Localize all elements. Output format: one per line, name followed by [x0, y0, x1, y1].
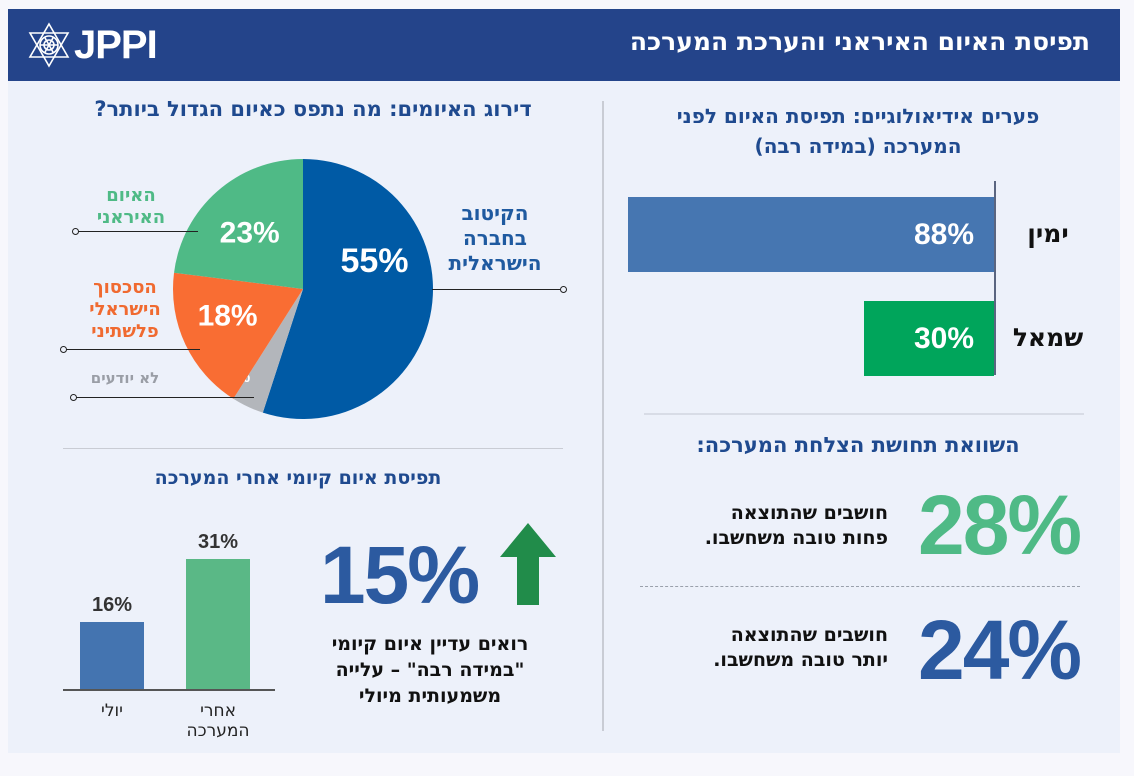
header-bar: JPPI תפיסת האיום האיראני והערכת המערכה	[8, 9, 1120, 81]
existential-bar-value: 31%	[197, 531, 239, 553]
threat-ranking-pie-chart: 55%4%18%23%	[172, 159, 433, 420]
pie-category-label-line: הסכסוך	[93, 277, 157, 298]
comparison-text-worse-line1: חושבים שהתוצאה	[730, 502, 888, 524]
comparison-text-worse: חושבים שהתוצאה פחות טובה משחשבו.	[648, 501, 888, 551]
pie-category-label-line: הקיטוב	[461, 201, 529, 225]
pie-slice	[233, 289, 303, 413]
pie-slice	[174, 159, 303, 289]
ideology-bar-category: שמאל	[1012, 323, 1084, 352]
jppi-logo: JPPI	[26, 17, 158, 73]
pie-category-label-line: בחברה	[463, 226, 527, 250]
ideology-title: פערים אידיאולוגיים: תפיסת האיום לפני המע…	[676, 104, 1040, 158]
existential-description-line1: רואים עדיין איום קיומי	[331, 633, 529, 655]
left-horizontal-divider	[63, 448, 563, 449]
ranking-title: דירוג האיומים: מה נתפס כאיום הגדול ביותר…	[94, 97, 532, 121]
vbar-baseline	[63, 689, 275, 691]
pie-slice-value: 55%	[340, 242, 408, 280]
pie-category-label-line: האיום	[106, 185, 156, 206]
dashed-divider	[640, 586, 1080, 587]
pie-slice-value: 23%	[220, 216, 280, 249]
pie-leader-dot	[72, 228, 79, 235]
existential-bar	[80, 622, 144, 689]
pie-leader-line	[432, 289, 560, 290]
ideology-bar-1: 30%	[864, 301, 994, 376]
pie-category-label-line: לא יודעים	[90, 369, 160, 387]
existential-title: תפיסת איום קיומי אחרי המערכה	[154, 467, 442, 489]
vertical-divider	[602, 101, 604, 731]
pie-category-label-line: פלשתיני	[91, 321, 159, 342]
comparison-text-better-line1: חושבים שהתוצאה	[730, 624, 888, 646]
bar-axis	[994, 181, 996, 375]
existential-bar-category: אחרי המערכה	[168, 701, 268, 741]
existential-description-line2: "במידה רבה" – עלייה	[335, 659, 525, 681]
infographic-frame: JPPI תפיסת האיום האיראני והערכת המערכה פ…	[8, 9, 1120, 753]
existential-bar-category-line: המערכה	[186, 721, 250, 741]
pie-category-label-line: האיראני	[96, 207, 166, 228]
right-horizontal-divider	[644, 413, 1084, 415]
existential-bar	[186, 559, 250, 689]
pie-leader-line	[78, 231, 198, 232]
comparison-value-worse: 28%	[918, 478, 1082, 572]
ideology-bar-0: 88%	[628, 197, 994, 272]
comparison-value-better: 24%	[918, 603, 1082, 697]
pie-leader-line	[66, 349, 200, 350]
pie-category-label: לא יודעים	[60, 367, 190, 389]
ideology-bar-category: ימין	[1027, 219, 1069, 248]
logo-text: JPPI	[74, 22, 158, 67]
ideology-bar-value: 30%	[913, 321, 974, 355]
ideology-bar-value: 88%	[913, 217, 974, 251]
comparison-text-worse-line2: פחות טובה משחשבו.	[704, 527, 888, 549]
pie-category-label: הסכסוך הישראלי פלשתיני	[70, 277, 180, 343]
existential-bar-category-line: יולי	[101, 701, 123, 721]
existential-description-line3: משמעותית מיולי	[358, 685, 502, 707]
pie-slice-value: 18%	[198, 300, 258, 333]
pie-leader-dot	[70, 394, 77, 401]
pie-category-label-line: הישראלית	[448, 251, 542, 275]
pie-leader-dot	[560, 286, 567, 293]
pie-leader-line	[76, 397, 254, 398]
arrow-up-icon	[500, 523, 556, 605]
star-of-david-logo-icon	[28, 22, 70, 68]
pie-leader-dot	[60, 346, 67, 353]
existential-bar-category: יולי	[62, 701, 162, 721]
existential-bar-value: 16%	[91, 594, 133, 616]
comparison-title: השוואת תחושת הצלחת המערכה:	[696, 433, 1020, 457]
pie-category-label: האיום האיראני	[76, 185, 186, 229]
page-title: תפיסת האיום האיראני והערכת המערכה	[629, 27, 1090, 56]
pie-slice	[262, 159, 433, 420]
existential-description: רואים עדיין איום קיומי "במידה רבה" – עלי…	[310, 631, 550, 709]
pie-category-label-line: הישראלי	[89, 299, 161, 320]
pie-category-label: הקיטוב בחברה הישראלית	[440, 201, 550, 276]
comparison-text-better-line2: יותר טובה משחשבו.	[713, 649, 888, 671]
comparison-text-better: חושבים שהתוצאה יותר טובה משחשבו.	[648, 623, 888, 673]
existential-bar-category-line: אחרי	[200, 701, 236, 721]
existential-big-value: 15%	[320, 530, 480, 621]
pie-slice	[172, 272, 303, 399]
